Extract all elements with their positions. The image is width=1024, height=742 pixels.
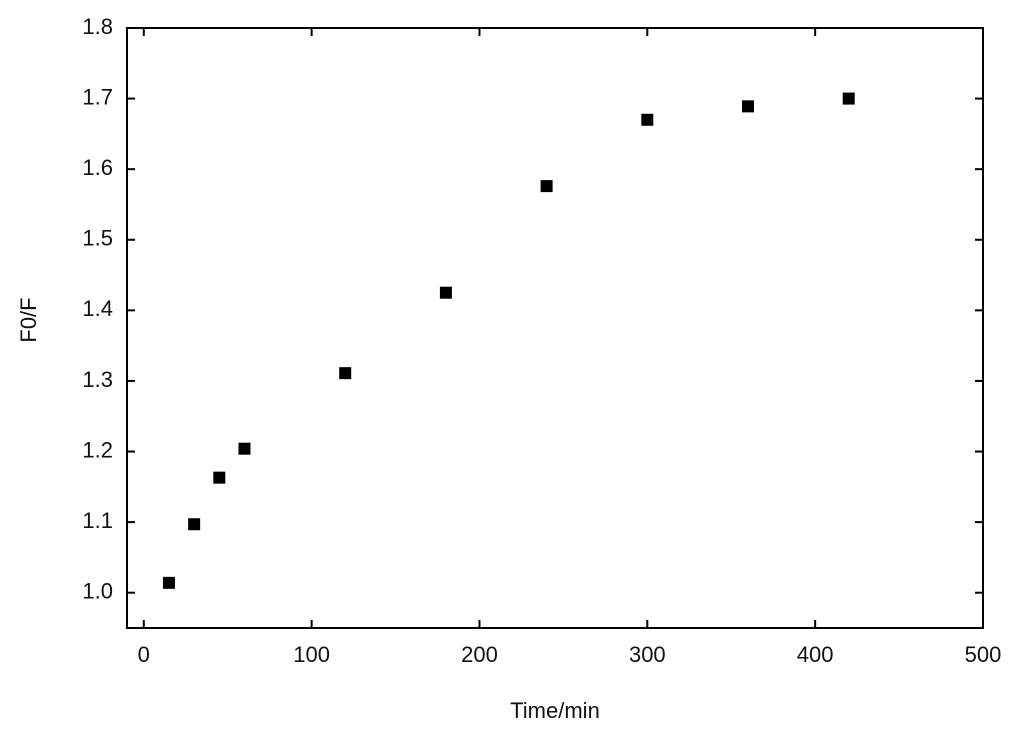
x-tick-label: 200 bbox=[461, 642, 498, 667]
y-axis-label: F0/F bbox=[16, 297, 41, 342]
y-tick-label: 1.1 bbox=[82, 508, 113, 533]
plot-frame bbox=[126, 27, 984, 629]
data-point bbox=[238, 442, 251, 455]
y-tick-label: 1.6 bbox=[82, 155, 113, 180]
x-tick-label: 300 bbox=[629, 642, 666, 667]
y-tick-label: 1.4 bbox=[82, 296, 113, 321]
y-tick-label: 1.5 bbox=[82, 226, 113, 251]
y-tick-label: 1.0 bbox=[82, 579, 113, 604]
data-point bbox=[842, 92, 855, 105]
y-tick-label: 1.3 bbox=[82, 367, 113, 392]
data-point bbox=[213, 471, 226, 484]
x-axis-label: Time/min bbox=[510, 698, 600, 723]
data-point bbox=[540, 180, 553, 193]
data-point bbox=[162, 576, 175, 589]
x-tick-label: 100 bbox=[293, 642, 330, 667]
data-point bbox=[742, 100, 755, 113]
x-tick-label: 0 bbox=[138, 642, 150, 667]
data-point bbox=[188, 518, 201, 531]
y-tick-label: 1.8 bbox=[82, 14, 113, 39]
data-point bbox=[439, 286, 452, 299]
data-point bbox=[339, 367, 352, 380]
x-tick-label: 500 bbox=[965, 642, 1002, 667]
y-tick-label: 1.2 bbox=[82, 437, 113, 462]
y-tick-label: 1.7 bbox=[82, 84, 113, 109]
x-tick-label: 400 bbox=[797, 642, 834, 667]
data-point bbox=[641, 113, 654, 126]
